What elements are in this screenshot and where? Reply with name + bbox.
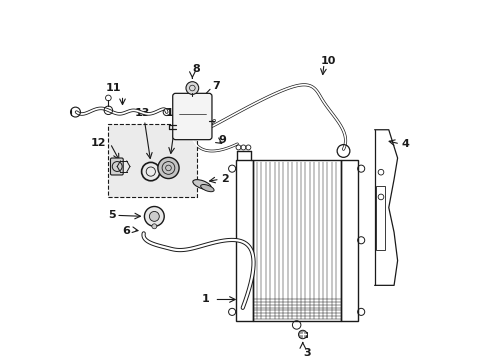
Text: 1: 1 [201,294,209,305]
FancyBboxPatch shape [110,158,123,175]
Bar [340,160,357,321]
Circle shape [144,207,164,226]
Circle shape [185,82,198,94]
Text: 13: 13 [134,108,149,118]
FancyBboxPatch shape [172,93,211,140]
Text: 9: 9 [218,135,225,145]
Circle shape [149,211,159,221]
Text: 2: 2 [221,174,229,184]
Text: 4: 4 [401,139,409,149]
Text: 14: 14 [165,108,181,118]
Text: 5: 5 [107,210,115,220]
Circle shape [298,330,306,339]
Bar [376,186,385,250]
Ellipse shape [200,185,214,192]
Bar [235,160,252,321]
Circle shape [158,157,179,179]
Bar [108,125,196,197]
Bar [252,160,340,321]
Text: 7: 7 [212,81,220,91]
Text: 10: 10 [320,56,335,66]
Text: 6: 6 [122,225,130,235]
Bar [298,332,306,337]
Text: 3: 3 [303,348,310,358]
Circle shape [152,224,157,229]
Text: 11: 11 [106,83,121,93]
Ellipse shape [192,180,211,189]
Text: 12: 12 [91,138,106,148]
Text: 8: 8 [192,64,199,74]
